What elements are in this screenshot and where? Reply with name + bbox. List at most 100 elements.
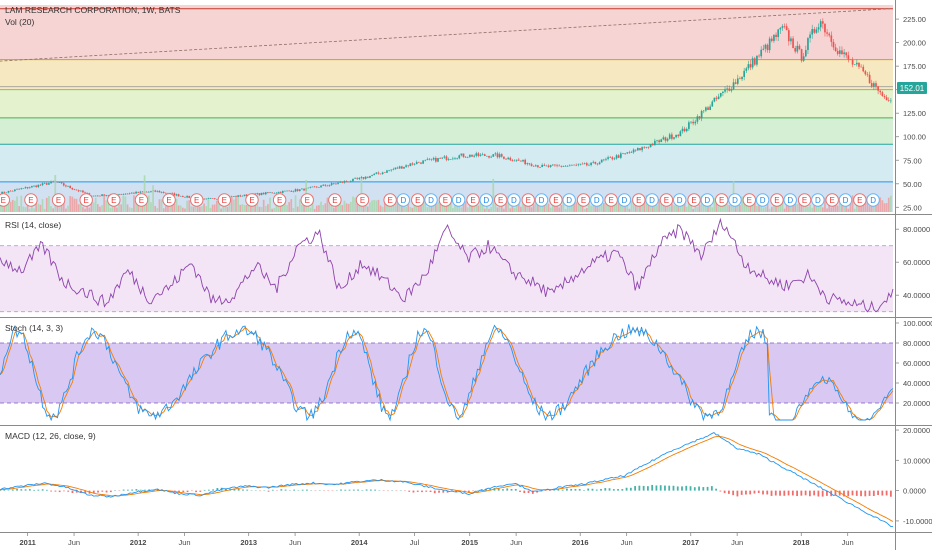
volume-bar bbox=[705, 204, 707, 212]
candle-body bbox=[364, 176, 367, 179]
volume-bar bbox=[426, 207, 429, 212]
volume-bar bbox=[713, 198, 716, 212]
candle-body bbox=[101, 194, 103, 197]
candle-body bbox=[777, 29, 780, 38]
volume-bar bbox=[396, 197, 399, 212]
volume-bar bbox=[707, 202, 709, 212]
volume-bar bbox=[294, 195, 297, 212]
earnings-marker bbox=[714, 193, 729, 207]
candle-body bbox=[845, 52, 848, 56]
volume-bar bbox=[420, 203, 422, 212]
candle-body bbox=[454, 158, 456, 159]
candle-body bbox=[279, 191, 282, 193]
volume-bar bbox=[762, 207, 765, 212]
volume-bar bbox=[800, 200, 803, 212]
volume-bar bbox=[539, 202, 541, 212]
volume-bar bbox=[466, 207, 469, 212]
candle-body bbox=[477, 153, 480, 156]
candle-body bbox=[700, 110, 703, 119]
candle-body bbox=[528, 163, 531, 165]
candle-body bbox=[802, 56, 805, 61]
volume-bar bbox=[792, 200, 794, 212]
macd-histogram-bar bbox=[710, 486, 713, 491]
macd-panel bbox=[0, 431, 894, 528]
trend-line-segment bbox=[0, 8, 890, 62]
volume-bar bbox=[107, 200, 110, 212]
volume-bar bbox=[658, 198, 660, 212]
x-tick-label: 2014 bbox=[351, 538, 369, 547]
macd-histogram-bar bbox=[774, 490, 777, 496]
macd-histogram-bar bbox=[617, 489, 619, 491]
candle-body bbox=[571, 164, 573, 166]
volume-bar bbox=[190, 206, 193, 212]
volume-bar bbox=[14, 200, 16, 212]
earnings-marker-label: E bbox=[305, 196, 310, 205]
candle-body bbox=[522, 159, 524, 162]
candle-body bbox=[677, 134, 680, 137]
candle-body bbox=[394, 167, 397, 170]
macd-histogram-bar bbox=[838, 490, 841, 496]
macd-histogram-bar bbox=[566, 488, 568, 491]
macd-histogram-bar bbox=[664, 485, 666, 491]
volume-bar bbox=[22, 206, 25, 212]
volume-bar bbox=[445, 204, 448, 212]
volume-bar bbox=[656, 204, 658, 212]
candle-body bbox=[28, 187, 31, 189]
candle-body bbox=[811, 29, 814, 35]
candle-body bbox=[452, 158, 454, 160]
candle-body bbox=[294, 189, 297, 192]
dividend-marker bbox=[811, 193, 825, 207]
candle-body bbox=[60, 182, 63, 184]
volume-bar bbox=[164, 206, 167, 212]
candle-body bbox=[671, 134, 673, 139]
candle-body bbox=[753, 58, 756, 65]
volume-bar bbox=[31, 202, 33, 212]
volume-bar bbox=[411, 207, 414, 212]
candle-body bbox=[590, 162, 592, 166]
macd-histogram-bar bbox=[421, 490, 423, 493]
candle-body bbox=[164, 192, 167, 194]
volume-bar bbox=[796, 204, 799, 212]
macd-histogram-bar bbox=[71, 490, 74, 494]
candle-body bbox=[745, 68, 748, 71]
macd-histogram-bar bbox=[425, 490, 428, 492]
volume-bar bbox=[860, 206, 862, 212]
earnings-marker bbox=[355, 193, 370, 207]
dividend-marker bbox=[562, 193, 576, 207]
volume-bar bbox=[602, 202, 605, 212]
dividend-marker-label: D bbox=[594, 196, 600, 205]
candle-body bbox=[86, 192, 89, 194]
macd-histogram-bar bbox=[732, 490, 735, 496]
candle-body bbox=[611, 157, 614, 160]
volume-bar bbox=[537, 204, 539, 212]
candle-body bbox=[388, 170, 390, 171]
candle-body bbox=[347, 181, 350, 183]
volume-bar bbox=[239, 204, 242, 212]
macd-histogram-bar bbox=[770, 490, 773, 496]
macd-histogram-bar bbox=[306, 489, 308, 491]
candle-body bbox=[20, 188, 23, 190]
candle-body bbox=[262, 192, 265, 195]
candle-body bbox=[858, 62, 860, 67]
candle-body bbox=[821, 21, 824, 24]
candle-body bbox=[630, 152, 633, 153]
candle-body bbox=[407, 165, 410, 167]
macd-histogram-bar bbox=[514, 488, 517, 491]
macd-histogram-bar bbox=[749, 490, 752, 495]
volume-bar bbox=[864, 201, 867, 212]
macd-title: MACD (12, 26, close, 9) bbox=[5, 431, 96, 441]
macd-histogram-bar bbox=[527, 490, 530, 493]
dividend-marker bbox=[672, 193, 687, 207]
dividend-marker bbox=[590, 193, 604, 207]
macd-histogram-bar bbox=[591, 488, 594, 491]
earnings-marker bbox=[521, 193, 535, 207]
volume-bar bbox=[579, 202, 582, 212]
candle-body bbox=[3, 191, 6, 193]
candle-body bbox=[694, 121, 697, 124]
candle-body bbox=[418, 162, 420, 163]
macd-histogram-bar bbox=[242, 489, 244, 491]
macd-histogram-bar bbox=[860, 490, 862, 497]
candle-body bbox=[877, 86, 879, 91]
volume-bar bbox=[169, 206, 171, 212]
volume-bar bbox=[192, 206, 195, 212]
